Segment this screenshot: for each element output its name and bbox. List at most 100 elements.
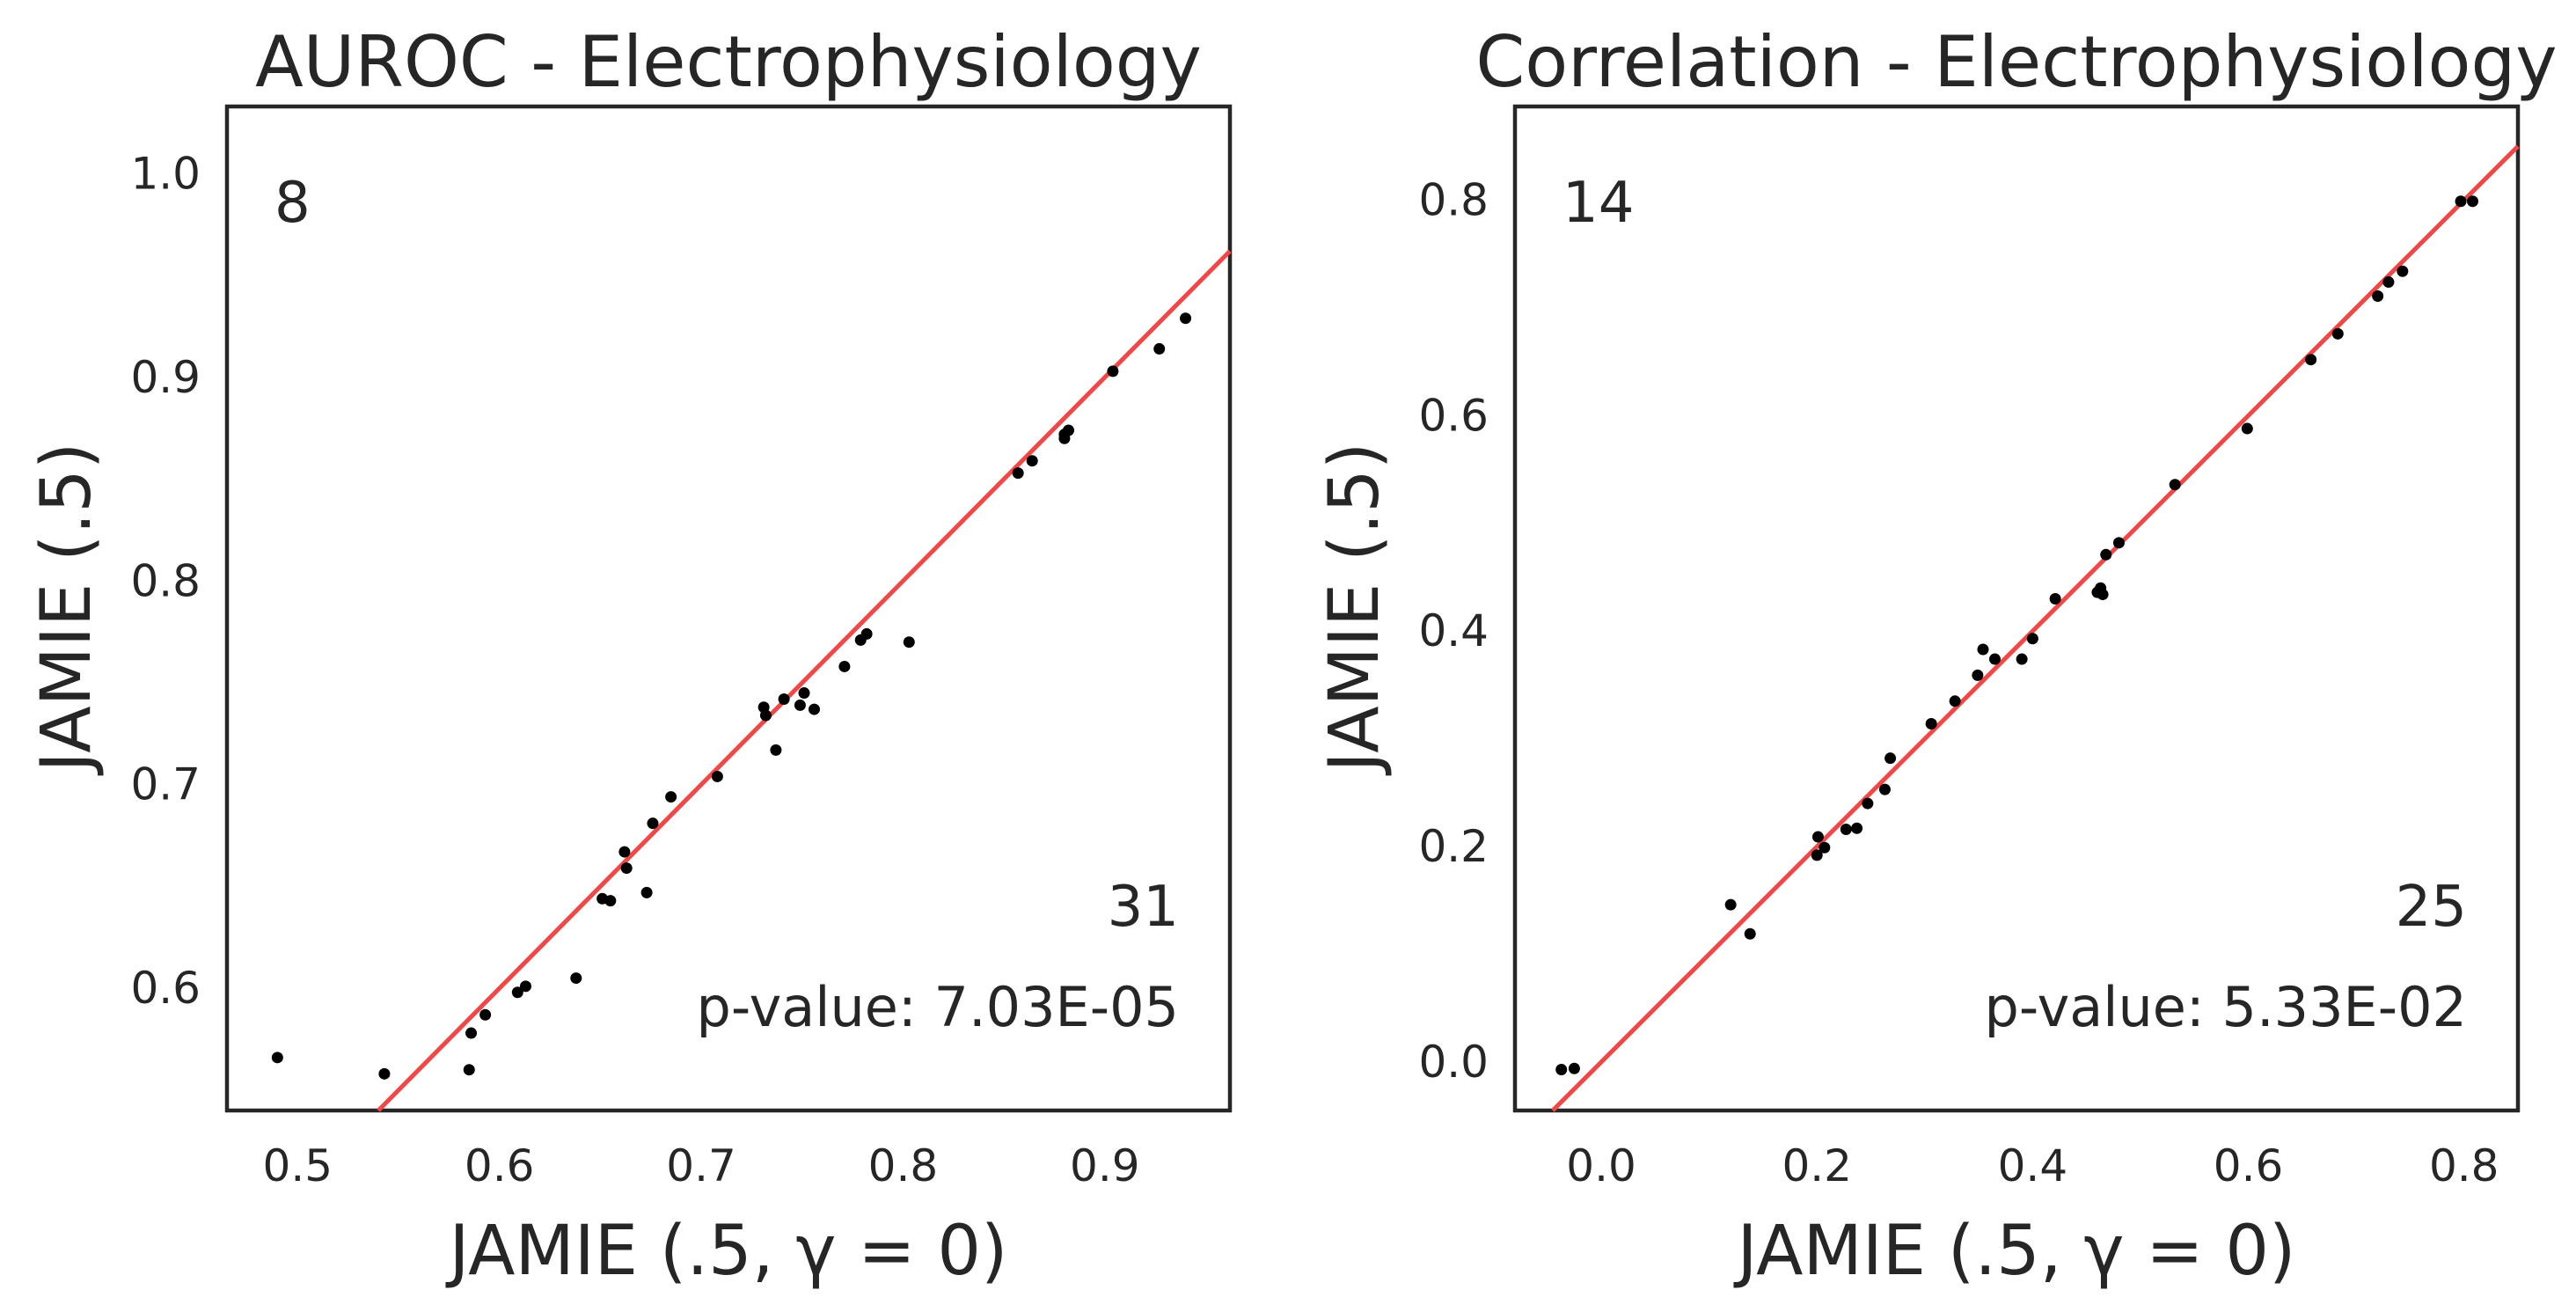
auroc-title: AUROC - Electrophysiology	[255, 21, 1202, 103]
auroc-axes-frame	[224, 104, 1233, 1113]
auroc-x-tick-label: 0.5	[263, 1140, 333, 1191]
correlation-data-point	[1744, 927, 1756, 940]
auroc-y-tick-label: 0.8	[130, 555, 201, 606]
auroc-data-point	[271, 1052, 283, 1064]
auroc-p-value: p-value: 7.03E-05	[697, 975, 1180, 1039]
correlation-data-point	[2016, 653, 2028, 665]
correlation-data-point	[1977, 643, 1989, 656]
auroc-y-ticks: 0.6 0.7 0.8 0.9 1.0	[130, 148, 201, 1014]
auroc-data-point	[838, 660, 851, 672]
correlation-data-point	[2455, 195, 2467, 208]
auroc-data-point	[1012, 467, 1024, 480]
correlation-y-tick-label: 0.0	[1418, 1037, 1489, 1088]
auroc-data-point	[1180, 312, 1192, 325]
auroc-data-point	[1107, 365, 1119, 377]
auroc-data-point	[665, 791, 677, 803]
correlation-x-tick-label: 0.4	[1998, 1140, 2068, 1191]
correlation-data-point	[1878, 783, 1891, 795]
correlation-data-point	[1811, 831, 1824, 843]
auroc-data-point	[1153, 342, 1166, 355]
auroc-x-axis-label-text: JAMIE (.5, γ = 0)	[445, 1212, 1008, 1291]
auroc-data-point	[770, 744, 782, 756]
auroc-y-tick-label: 1.0	[130, 148, 201, 199]
auroc-y-tick-label: 0.6	[130, 963, 201, 1014]
auroc-x-tick-label: 0.6	[465, 1140, 535, 1191]
correlation-data-point	[2397, 265, 2409, 277]
correlation-x-ticks: 0.0 0.2 0.4 0.6 0.8	[1566, 1140, 2499, 1191]
correlation-data-point	[2169, 479, 2181, 491]
correlation-data-point	[1819, 841, 1831, 854]
correlation-data-point	[2049, 592, 2061, 605]
auroc-y-tick-label: 0.7	[130, 759, 201, 810]
auroc-x-tick-label: 0.8	[868, 1140, 939, 1191]
auroc-data-point	[570, 972, 582, 985]
correlation-x-tick-label: 0.2	[1782, 1140, 1852, 1191]
correlation-x-tick-label: 0.0	[1566, 1140, 1636, 1191]
correlation-data-point	[2305, 354, 2317, 366]
auroc-x-tick-label: 0.7	[666, 1140, 736, 1191]
correlation-x-tick-label: 0.8	[2429, 1140, 2499, 1191]
auroc-data-point	[778, 693, 790, 705]
correlation-y-tick-label: 0.6	[1418, 390, 1489, 441]
auroc-data-point	[479, 1008, 492, 1021]
auroc-points	[271, 312, 1192, 1080]
auroc-panel: AUROC - Electrophysiology JAMIE (.5, γ =…	[27, 21, 1233, 1291]
auroc-data-point	[860, 627, 873, 640]
correlation-data-point	[2467, 195, 2479, 208]
auroc-data-point	[1026, 455, 1038, 467]
auroc-data-point	[378, 1067, 391, 1080]
correlation-x-tick-label: 0.6	[2214, 1140, 2284, 1191]
correlation-data-point	[2100, 548, 2112, 561]
correlation-data-point	[2331, 327, 2344, 340]
correlation-data-point	[1972, 669, 1984, 681]
correlation-data-point	[1724, 898, 1737, 911]
auroc-count-lower-right: 31	[1108, 875, 1179, 940]
correlation-y-tick-label: 0.2	[1418, 821, 1489, 872]
auroc-data-point	[640, 886, 653, 898]
correlation-data-point	[2382, 276, 2395, 289]
auroc-x-axis-label: JAMIE (.5, γ = 0)	[445, 1212, 1008, 1291]
correlation-data-point	[1840, 823, 1852, 835]
correlation-data-point	[1555, 1063, 1568, 1075]
auroc-data-point	[519, 980, 531, 993]
correlation-y-tick-label: 0.4	[1418, 605, 1489, 656]
auroc-x-ticks: 0.5 0.6 0.7 0.8 0.9	[263, 1140, 1140, 1191]
auroc-data-point	[511, 986, 523, 999]
auroc-y-tick-label: 0.9	[130, 352, 201, 403]
auroc-x-tick-label: 0.9	[1070, 1140, 1140, 1191]
auroc-data-point	[798, 687, 810, 700]
auroc-data-point	[808, 703, 820, 715]
auroc-data-point	[903, 636, 915, 649]
correlation-data-point	[1988, 653, 2001, 665]
correlation-data-point	[2372, 290, 2384, 302]
auroc-data-point	[759, 709, 772, 722]
correlation-y-ticks: 0.0 0.2 0.4 0.6 0.8	[1418, 175, 1489, 1088]
correlation-data-point	[2097, 589, 2109, 601]
correlation-reference-line	[1551, 144, 2520, 1112]
correlation-count-upper-left: 14	[1562, 171, 1634, 236]
correlation-p-value: p-value: 5.33E-02	[1985, 975, 2468, 1039]
auroc-data-point	[465, 1027, 478, 1039]
auroc-y-axis-label: JAMIE (.5)	[27, 443, 106, 777]
correlation-data-point	[1862, 797, 1874, 810]
correlation-title: Correlation - Electrophysiology	[1475, 21, 2557, 103]
auroc-data-point	[463, 1064, 475, 1076]
auroc-data-point	[711, 770, 723, 782]
auroc-count-upper-left: 8	[274, 171, 311, 236]
correlation-data-point	[2112, 537, 2125, 549]
correlation-points	[1555, 195, 2479, 1075]
correlation-data-point	[1851, 822, 1863, 834]
correlation-y-axis-label: JAMIE (.5)	[1315, 443, 1394, 777]
auroc-data-point	[604, 895, 617, 907]
auroc-data-point	[794, 699, 806, 711]
correlation-axes-frame	[1512, 104, 2521, 1113]
correlation-data-point	[1568, 1062, 1580, 1074]
auroc-data-point	[620, 862, 633, 875]
correlation-panel: Correlation - Electrophysiology JAMIE (.…	[1315, 21, 2558, 1291]
auroc-data-point	[647, 817, 659, 830]
auroc-data-point	[618, 846, 631, 858]
correlation-x-axis-label: JAMIE (.5, γ = 0)	[1733, 1212, 2296, 1291]
auroc-data-point	[1062, 424, 1074, 436]
correlation-data-point	[2241, 422, 2253, 435]
